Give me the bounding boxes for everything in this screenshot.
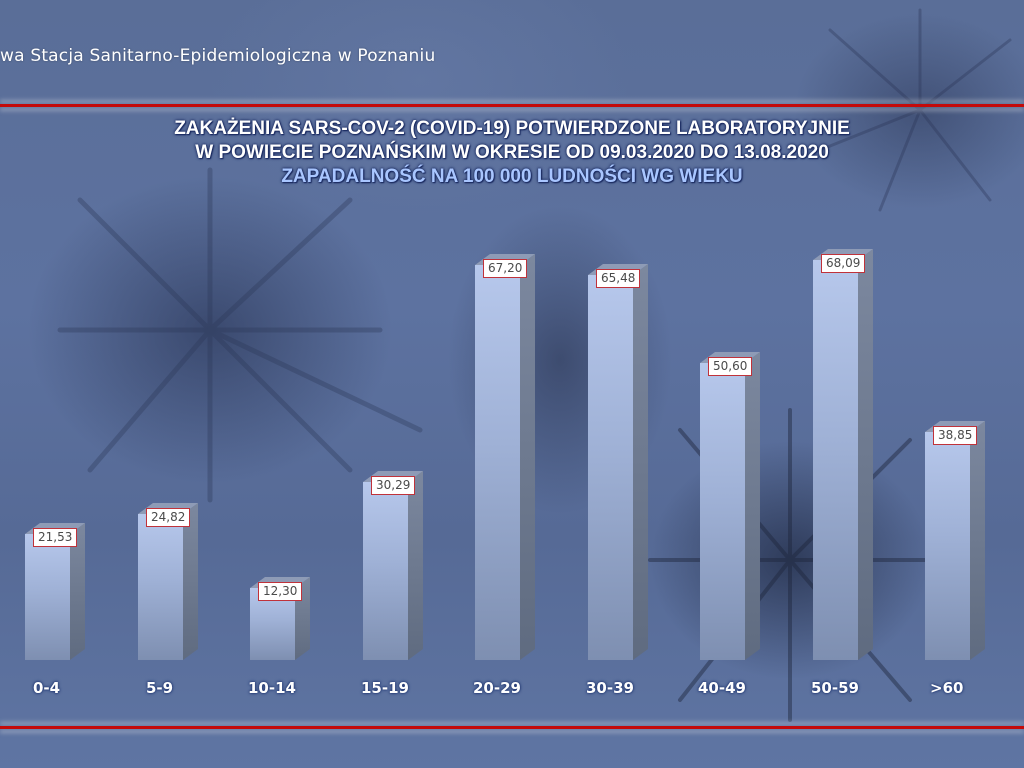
title-line-2: W POWIECIE POZNAŃSKIM W OKRESIE OD 09.03…: [195, 142, 829, 163]
organization-header: wa Stacja Sanitarno-Epidemiologiczna w P…: [0, 46, 436, 66]
bar-15-19: [363, 471, 423, 660]
value-label: 24,82: [146, 508, 191, 527]
category-label: 0-4: [33, 679, 61, 697]
category-label: 50-59: [811, 679, 859, 697]
bar-front-face: [588, 275, 633, 660]
bar-side-face: [408, 471, 423, 660]
chart-title: ZAKAŻENIA SARS-COV-2 (COVID-19) POTWIERD…: [0, 117, 1024, 189]
bar-front-face: [700, 363, 745, 660]
value-label: 38,85: [933, 426, 978, 445]
bar-side-face: [633, 264, 648, 660]
category-label: 15-19: [361, 679, 409, 697]
top-divider: [0, 104, 1024, 107]
bar-50-59: [813, 249, 873, 660]
category-label: >60: [930, 679, 964, 697]
bar-front-face: [475, 265, 520, 660]
bar-30-39: [588, 264, 648, 660]
bar-side-face: [970, 421, 985, 660]
category-label: 10-14: [248, 679, 296, 697]
bottom-divider: [0, 726, 1024, 729]
bar->60: [925, 421, 985, 660]
bar-front-face: [25, 534, 70, 660]
value-label: 21,53: [33, 528, 78, 547]
bar-side-face: [858, 249, 873, 660]
bar-front-face: [813, 260, 858, 660]
value-label: 12,30: [258, 582, 303, 601]
value-label: 50,60: [708, 357, 753, 376]
category-label: 20-29: [473, 679, 521, 697]
bar-side-face: [70, 523, 85, 660]
value-label: 67,20: [483, 259, 528, 278]
bar-20-29: [475, 254, 535, 660]
bar-front-face: [925, 432, 970, 660]
title-line-1: ZAKAŻENIA SARS-COV-2 (COVID-19) POTWIERD…: [174, 118, 850, 139]
value-label: 65,48: [596, 269, 641, 288]
category-label: 5-9: [146, 679, 174, 697]
bar-side-face: [183, 503, 198, 660]
bar-0-4: [25, 523, 85, 660]
title-subtitle: ZAPADALNOŚĆ NA 100 000 LUDNOŚCI WG WIEKU: [281, 166, 743, 187]
category-label: 30-39: [586, 679, 634, 697]
value-label: 30,29: [371, 476, 416, 495]
bar-side-face: [745, 352, 760, 660]
category-label: 40-49: [698, 679, 746, 697]
bar-front-face: [363, 482, 408, 660]
bar-40-49: [700, 352, 760, 660]
value-label: 68,09: [821, 254, 866, 273]
bar-front-face: [138, 514, 183, 660]
bar-side-face: [520, 254, 535, 660]
